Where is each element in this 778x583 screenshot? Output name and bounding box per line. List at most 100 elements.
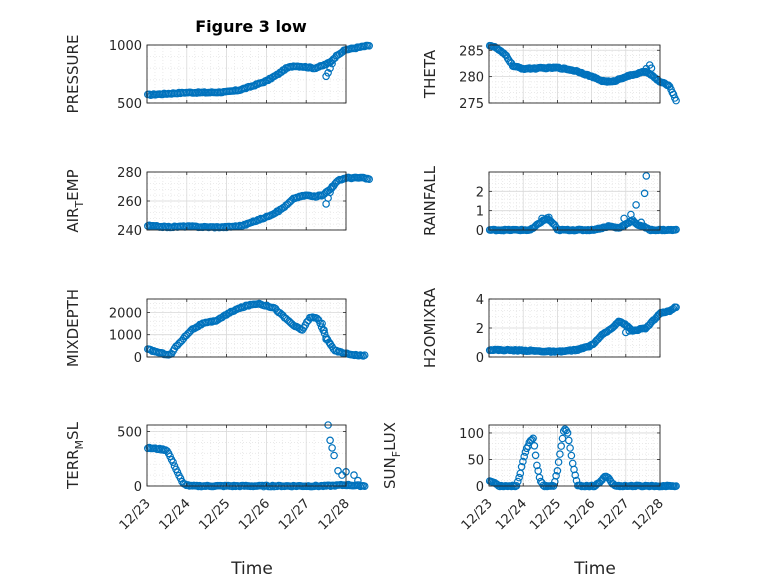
data-point [322,335,330,344]
data-point [326,339,334,348]
data-point [538,214,546,223]
data-point [531,451,540,460]
data-point [556,450,564,458]
data-point [326,64,334,73]
x-tick-label: 12/28 [630,496,667,533]
y-axis-label: THETA [421,49,439,99]
y-tick-label: 275 [459,97,484,112]
data-point [637,218,646,227]
data-point [647,64,656,73]
data-point [571,471,580,480]
data-point [513,477,522,486]
x-tick-label: 12/27 [596,496,633,533]
data-point [519,457,527,466]
data-point [530,441,539,450]
data-point [608,324,617,332]
y-axis-label: SUNFLUX [381,422,403,489]
data-point [334,466,342,475]
y-tick-label: 500 [117,426,142,441]
y-tick-label: 4 [476,293,484,308]
x-tick-label: 12/23 [117,496,154,533]
subplot-rainfall: 0 1 2 RAINFALL [421,165,680,239]
data-point [527,435,536,444]
data-point [328,59,336,68]
y-tick-label: 2 [476,322,484,337]
y-tick-label: 1000 [109,39,142,54]
axes-box [146,424,347,487]
y-tick-label: 0 [134,480,142,495]
data-point [507,482,516,491]
y-tick-label: 280 [117,166,142,181]
data-point [669,90,678,99]
data-point [320,326,328,335]
data-point [360,482,369,491]
data-point [553,466,562,475]
axes-background [147,425,346,486]
x-tick-label: 12/26 [561,496,598,533]
data-point [318,319,326,328]
data-point [632,201,640,209]
data-point [173,468,182,477]
data-point [328,182,336,191]
data-point [625,327,634,335]
data-point [672,303,680,312]
data-point [566,444,574,452]
subplot-air-temp: 240 260 280 AIRTEMP [64,166,374,239]
x-tick-label: 12/24 [157,496,194,533]
y-axis-label: H2OMIXRA [421,287,439,368]
y-tick-label: 0 [476,351,484,366]
y-tick-label: 1000 [109,329,142,344]
data-point [536,477,545,486]
data-point [642,172,651,180]
y-tick-label: 50 [467,453,484,468]
y-axis-label: AIRTEMP [64,169,86,232]
data-point [350,471,358,479]
data-point [330,451,338,460]
data-point [529,434,537,443]
axes-box [488,171,661,231]
x-tick-label: 12/24 [493,496,530,533]
data-point [564,436,573,445]
subplot-terr-msl: 0 500 TERRMSL 12/23 12/24 12/25 12/26 12/27 12/2… [64,421,369,533]
data-point [324,69,332,77]
subplot-mixdepth: 0 1000 2000 MIXDEPTH [64,289,369,367]
data-point [365,41,374,50]
data-point [672,96,680,105]
axes-box [146,298,347,358]
y-axis-label: TERRMSL [64,421,86,490]
data-point [236,304,244,313]
data-point [621,328,630,337]
y-tick-label: 280 [459,71,484,86]
data-point [554,458,563,466]
data-point [354,476,362,485]
data-point [545,213,553,222]
data-point [557,442,566,450]
data-point [672,225,680,234]
data-point [563,429,572,437]
y-tick-label: 500 [117,97,142,112]
subplot-theta: 275 280 285 THETA [421,41,680,112]
data-point [360,351,369,360]
x-tick-label: 12/28 [316,496,353,533]
data-point [515,473,523,482]
figure-title: Figure 3 low [195,17,307,36]
y-tick-label: 1 [476,205,484,220]
x-axis-label-left: Time [230,559,273,579]
subplot-pressure: 500 1000 PRESSURE [64,35,374,114]
y-axis-label: MIXDEPTH [64,289,82,367]
x-tick-label: 12/27 [276,496,313,533]
data-point [627,210,635,219]
data-point [517,462,526,471]
x-axis-label-right: Time [573,559,616,579]
y-axis-label: PRESSURE [64,35,82,114]
y-tick-label: 260 [117,195,142,210]
data-point [567,451,576,460]
data-point [591,337,600,346]
data-point [640,189,649,198]
subplot-sun-flux: 0 50 100 SUNFLUX 12/2312/2412/2512/2612/2712… [381,422,680,533]
data-point [620,214,628,223]
x-tick-label: 12/25 [196,496,233,533]
data-point [520,452,529,461]
x-tick-label: 12/23 [459,496,496,533]
y-tick-label: 2000 [109,306,142,321]
